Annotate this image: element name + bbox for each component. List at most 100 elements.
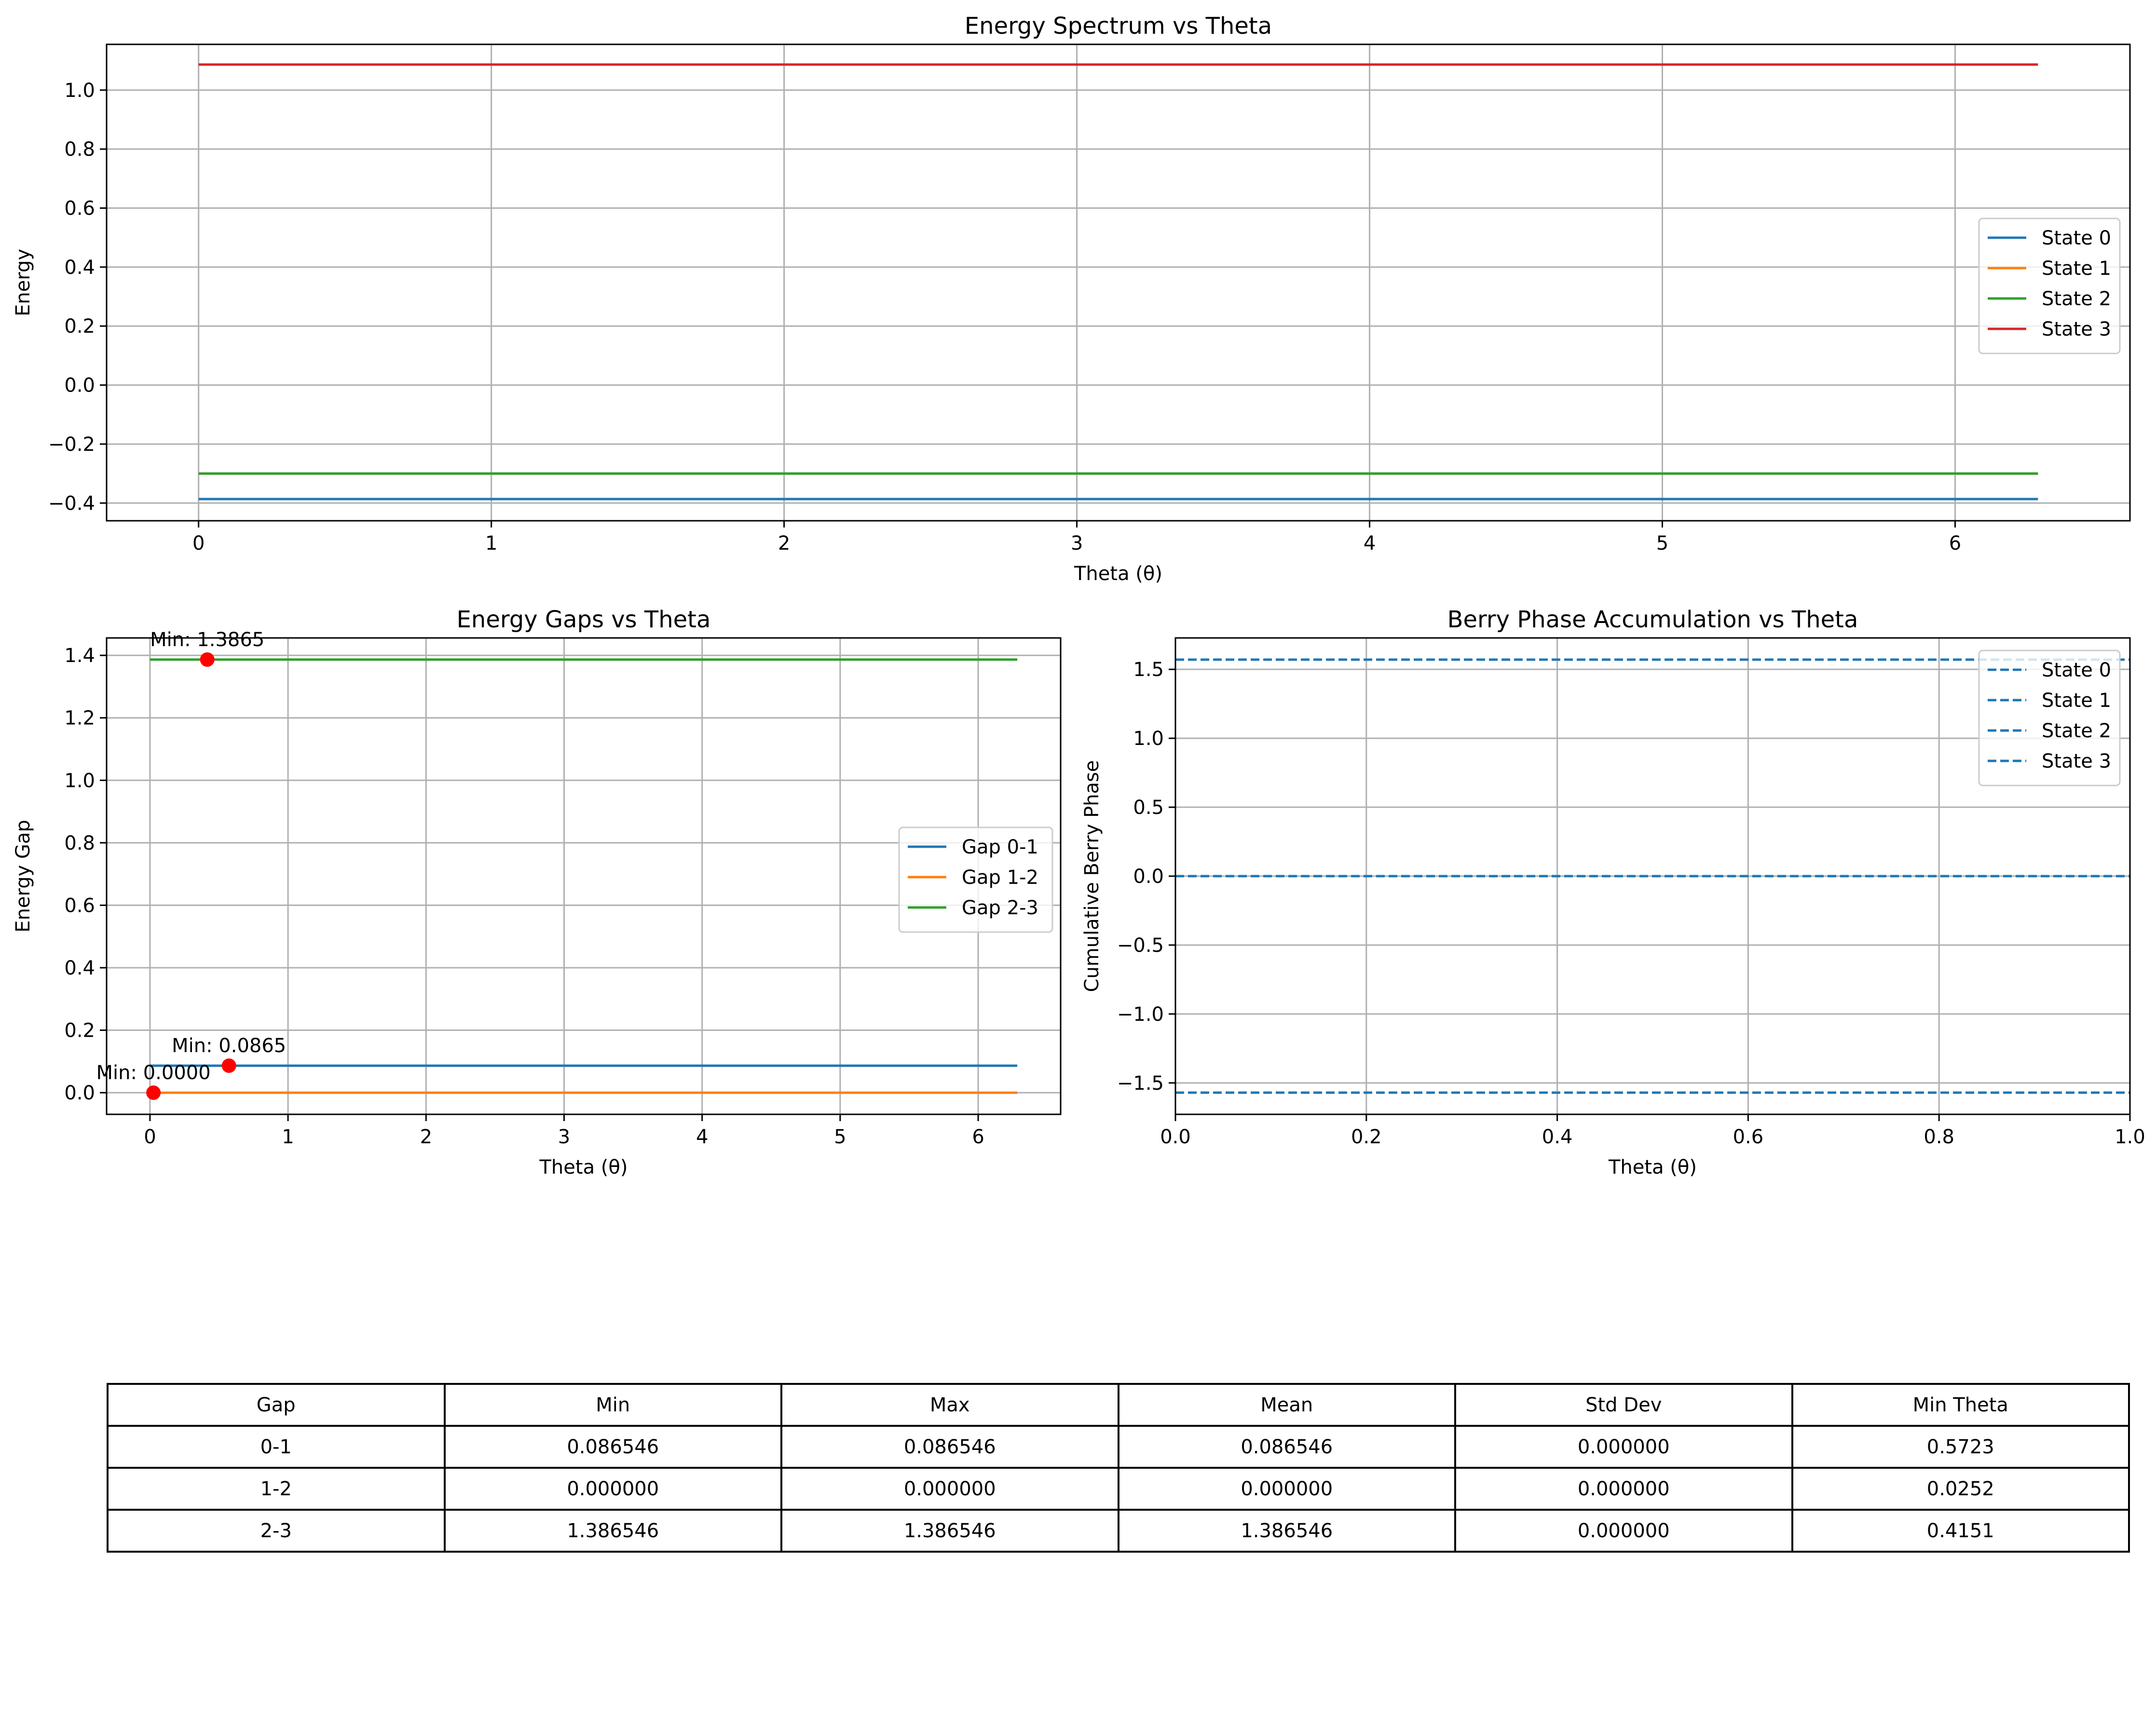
min-marker-point	[221, 1058, 236, 1073]
header-min: Min	[443, 1383, 782, 1427]
x-tick-label: 0	[144, 1126, 156, 1148]
y-tick-label: 1.0	[1133, 728, 1164, 750]
table-cell: 0.000000	[1454, 1467, 1793, 1511]
y-tick-label: 0.6	[64, 198, 95, 220]
y-tick-label: 0.6	[64, 894, 95, 917]
y-tick-label: 0.0	[64, 1082, 95, 1104]
x-tick-label: 6	[972, 1126, 984, 1148]
x-axis-label: Theta (θ)	[539, 1156, 628, 1178]
plot-frame	[1174, 637, 2131, 1115]
header-std-dev: Std Dev	[1454, 1383, 1793, 1427]
table-cell: 1-2	[107, 1467, 446, 1511]
y-tick-label: −1.0	[1117, 1003, 1164, 1026]
legend-label: State 0	[2042, 659, 2111, 681]
table-cell: 1.386546	[443, 1509, 782, 1553]
y-axis-label: Energy	[12, 249, 34, 316]
table-cell: 0.000000	[1117, 1467, 1456, 1511]
x-axis-label: Theta (θ)	[1074, 563, 1162, 585]
header-mean: Mean	[1117, 1383, 1456, 1427]
chart-title: Energy Gaps vs Theta	[457, 606, 711, 633]
energy-spectrum-chart: 0 1 2 3 4 5 6 −0.4 −0.2 0.0 0.2 0.4 0.6 0.8 1.0 Energy …	[12, 13, 2131, 585]
table-cell: 0.4151	[1791, 1509, 2130, 1553]
y-tick-label: −0.2	[48, 433, 95, 456]
table-header-row: Gap Min Max Mean Std Dev Min Theta	[107, 1383, 2130, 1427]
table-cell: 0.000000	[780, 1467, 1119, 1511]
table-cell: 0.086546	[780, 1425, 1119, 1469]
min-marker-point	[146, 1085, 161, 1100]
x-tick-label: 2	[420, 1126, 432, 1148]
y-tick-label: 1.2	[64, 707, 95, 730]
x-tick-label: 3	[1071, 532, 1083, 555]
table-cell: 1.386546	[780, 1509, 1119, 1553]
legend-label: Gap 1-2	[962, 866, 1038, 889]
x-tick-label: 2	[778, 532, 790, 555]
plot-frame	[106, 43, 2131, 522]
y-tick-label: 0.0	[64, 375, 95, 397]
y-tick-label: 1.4	[64, 645, 95, 667]
legend-label: Gap 0-1	[962, 836, 1038, 858]
x-axis-label: Theta (θ)	[1608, 1156, 1697, 1178]
table-cell: 1.386546	[1117, 1509, 1456, 1553]
legend-label: State 3	[2042, 750, 2111, 772]
table-row: 0-1 0.086546 0.086546 0.086546 0.000000 …	[107, 1425, 2130, 1469]
y-tick-label: 0.5	[1133, 797, 1164, 819]
header-min-theta: Min Theta	[1791, 1383, 2130, 1427]
legend-box	[898, 826, 1053, 933]
y-tick-label: 0.2	[64, 315, 95, 338]
min-annotation-label: Min: 0.0000	[96, 1062, 211, 1084]
y-tick-label: 1.5	[1133, 659, 1164, 681]
x-tick-label: 0.2	[1351, 1126, 1382, 1148]
min-marker-point	[200, 652, 215, 667]
x-tick-label: 6	[1949, 532, 1961, 555]
x-tick-label: 0.6	[1733, 1126, 1764, 1148]
y-tick-label: 0.4	[64, 257, 95, 279]
legend-label: State 1	[2042, 257, 2111, 280]
legend-label: State 3	[2042, 318, 2111, 340]
y-tick-label: −0.4	[48, 492, 95, 514]
x-tick-label: 1	[282, 1126, 294, 1148]
table-cell: 0.5723	[1791, 1425, 2130, 1469]
x-tick-label: 4	[696, 1126, 708, 1148]
x-tick-label: 0.0	[1160, 1126, 1191, 1148]
header-max: Max	[780, 1383, 1119, 1427]
min-annotation-label: Min: 0.0865	[172, 1035, 286, 1057]
y-axis-label: Energy Gap	[12, 820, 34, 933]
y-axis-label: Cumulative Berry Phase	[1081, 760, 1103, 992]
legend: Gap 0-1 Gap 1-2 Gap 2-3	[898, 826, 1053, 933]
table-cell: 0.086546	[443, 1425, 782, 1469]
legend: State 0 State 1 State 2 State 3	[1978, 217, 2121, 354]
x-tick-label: 5	[834, 1126, 846, 1148]
min-annotation-label: Min: 1.3865	[150, 629, 264, 651]
berry-phase-chart: 0.0 0.2 0.4 0.6 0.8 1.0 −1.5 −1.0 −0.5 0.0 0.5 1.0 1…	[1081, 606, 2145, 1178]
y-tick-label: 1.0	[64, 770, 95, 792]
legend-label: State 2	[2042, 288, 2111, 310]
table-cell: 0.086546	[1117, 1425, 1456, 1469]
x-tick-label: 0	[192, 532, 205, 555]
legend-box	[1978, 217, 2121, 354]
table-row: 2-3 1.386546 1.386546 1.386546 0.000000 …	[107, 1509, 2130, 1553]
table-row: 1-2 0.000000 0.000000 0.000000 0.000000 …	[107, 1467, 2130, 1511]
chart-title: Berry Phase Accumulation vs Theta	[1447, 606, 1858, 633]
y-tick-label: 0.2	[64, 1020, 95, 1042]
y-tick-label: −0.5	[1117, 934, 1164, 957]
table-cell: 0.0252	[1791, 1467, 2130, 1511]
x-tick-label: 4	[1364, 532, 1376, 555]
legend-label: Gap 2-3	[962, 897, 1038, 919]
gap-statistics-table: Gap Min Max Mean Std Dev Min Theta 0-1 0…	[107, 1383, 2130, 1553]
legend-label: State 2	[2042, 720, 2111, 742]
table-cell: 2-3	[107, 1509, 446, 1553]
y-tick-label: 0.0	[1133, 866, 1164, 888]
legend-box	[1978, 650, 2121, 786]
x-tick-label: 0.8	[1924, 1126, 1954, 1148]
y-tick-label: 1.0	[64, 80, 95, 102]
chart-title: Energy Spectrum vs Theta	[965, 13, 1272, 40]
legend: State 0 State 1 State 2 State 3	[1978, 650, 2121, 786]
table-cell: 0-1	[107, 1425, 446, 1469]
x-tick-label: 0.4	[1542, 1126, 1573, 1148]
legend-label: State 1	[2042, 690, 2111, 712]
x-tick-label: 1	[485, 532, 497, 555]
energy-gaps-chart: 0 1 2 3 4 5 6 0.0 0.2 0.4 0.6 0.8 1.0 1.2 1.4 Min: 0.08…	[12, 606, 1062, 1178]
y-tick-label: 0.8	[64, 138, 95, 161]
table-cell: 0.000000	[443, 1467, 782, 1511]
